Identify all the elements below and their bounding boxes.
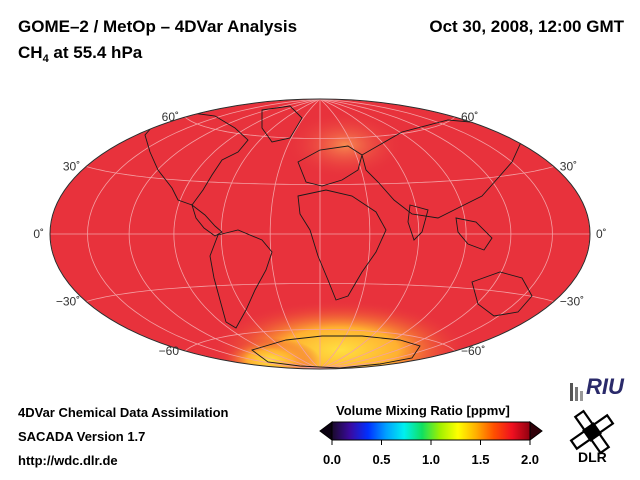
coastline-north-america [144,111,249,206]
antarctic-high-region-west [220,338,320,369]
colorbar-high-arrow [529,421,543,441]
dlr-logo [569,409,615,455]
colorbar-low-arrow [319,421,333,441]
parallel-line [184,116,456,139]
lat-label-right: 0˚ [596,227,607,241]
colorbar-gradient [331,421,531,441]
latitude-labels: 60˚ 30˚ 0˚ −30˚ −60 60˚ 30˚ 0˚ −30˚ −60˚ [33,110,606,358]
lat-label-right: −60˚ [461,344,485,358]
coastline-southeast-asia [455,217,493,251]
riu-building-icon [570,383,583,401]
antarctic-high-region [210,300,470,369]
footer-assimilation: 4DVar Chemical Data Assimilation [18,405,229,420]
species-level: at 55.4 hPa [48,43,143,62]
coastline-south-america [209,229,273,329]
colorbar-title: Volume Mixing Ratio [ppmv] [336,403,510,418]
parallel-line [184,329,456,352]
riu-logo-text: RIU [586,374,624,399]
globe [50,99,590,369]
colorbar-tick-label: 2.0 [520,452,540,467]
coastline-greenland [261,105,303,143]
riu-logo: RIU [586,376,624,398]
map-outline [49,98,591,370]
footer-version: SACADA Version 1.7 [18,429,146,444]
dlr-logo-text: DLR [578,449,607,465]
colorbar [319,421,543,445]
colorbar-tick-label: 0.0 [322,452,342,467]
colorbar-tick-marks [331,440,531,445]
riu-logo-mark [570,383,583,401]
map-subtitle: CH4 at 55.4 hPa [18,44,142,65]
lat-label-right: 60˚ [461,110,478,124]
coastline-europe [297,145,363,187]
lat-label-left: −30˚ [56,295,80,309]
lat-label-right: −30˚ [560,295,584,309]
lat-label-left: 60˚ [162,110,179,124]
parallel-line [86,283,554,302]
parallel-line [86,166,554,185]
coastline-africa [297,189,387,301]
lat-label-left: 30˚ [63,160,80,174]
coastline-asia [361,119,523,219]
lat-label-right: 30˚ [560,160,577,174]
coastline-india [407,204,429,241]
footer-url[interactable]: http://wdc.dlr.de [18,453,118,468]
coastlines [144,105,533,369]
colorbar-tick-label: 1.0 [421,452,441,467]
coastline-australia [471,271,533,317]
lat-label-left: 0˚ [33,227,44,241]
lat-label-left: −60 [159,344,180,358]
coastline-central-america [191,203,223,237]
colorbar-tick-label: 0.5 [372,452,391,467]
dlr-cross-icon [569,409,615,455]
map-title: GOME–2 / MetOp – 4DVar Analysis [18,17,298,36]
arctic-elevated-region [285,111,405,179]
coastline-antarctica [251,335,421,369]
analysis-datetime: Oct 30, 2008, 12:00 GMT [429,17,624,36]
species-subscript: 4 [42,53,49,65]
colorbar-tick-label: 1.5 [471,452,490,467]
species-main: CH [18,43,43,62]
